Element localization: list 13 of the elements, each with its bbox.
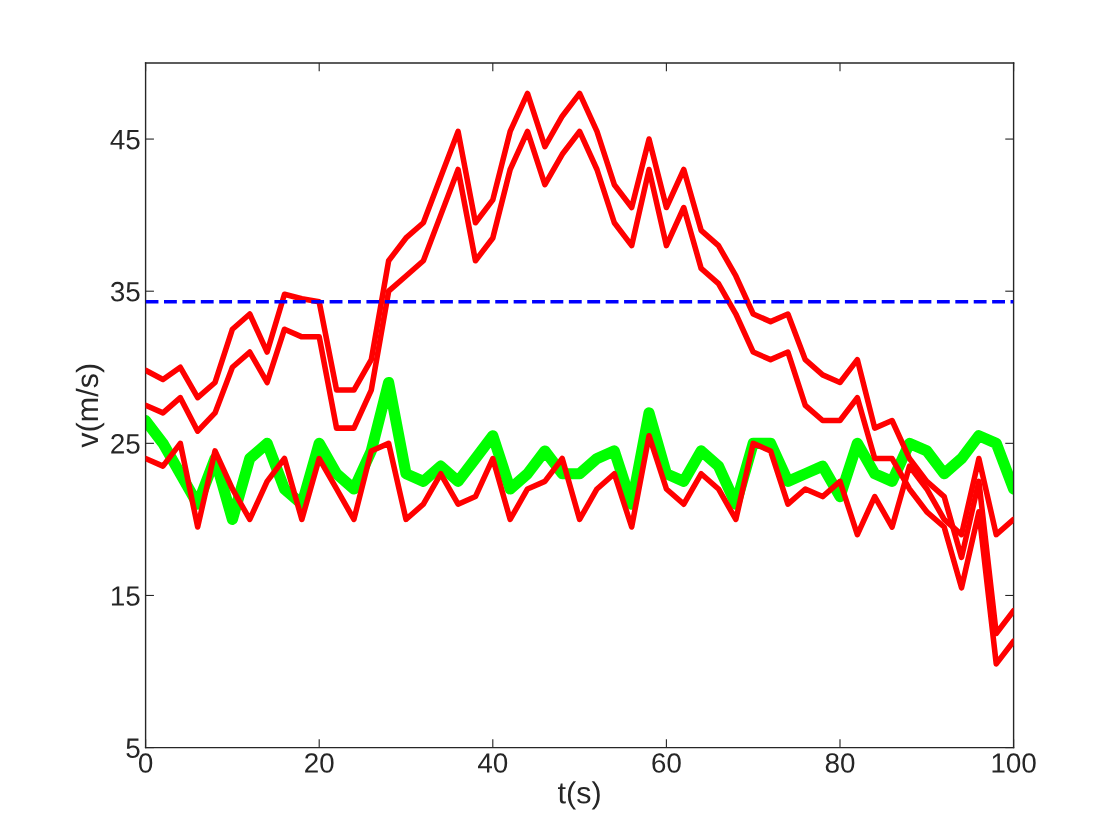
x-tick-label: 80 bbox=[825, 753, 855, 773]
y-tick-label: 45 bbox=[110, 130, 140, 150]
y-axis-title: v(m/s) bbox=[75, 364, 105, 448]
x-tick-label: 0 bbox=[138, 753, 153, 773]
x-tick-label: 60 bbox=[652, 753, 681, 773]
x-tick-label: 40 bbox=[477, 753, 508, 773]
y-tick-label: 35 bbox=[110, 281, 140, 302]
x-tick-label: 20 bbox=[305, 753, 334, 773]
y-tick-label: 15 bbox=[111, 586, 140, 606]
x-axis-title: t(s) bbox=[558, 781, 600, 810]
y-tick-label: 25 bbox=[111, 434, 140, 454]
y-tick-label: 5 bbox=[126, 738, 140, 758]
x-tick-label: 100 bbox=[992, 753, 1036, 773]
